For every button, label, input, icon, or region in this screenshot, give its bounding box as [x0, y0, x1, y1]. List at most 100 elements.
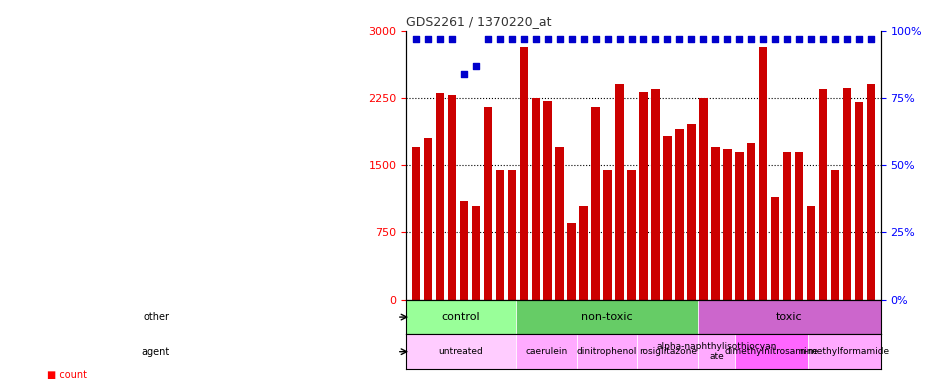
Bar — [698, 98, 707, 300]
Point — [719, 36, 734, 42]
Point — [588, 36, 603, 42]
Point — [480, 36, 495, 42]
Text: dimethylnitrosamine: dimethylnitrosamine — [724, 347, 817, 356]
Bar — [507, 170, 516, 300]
Bar — [770, 197, 779, 300]
Bar — [866, 84, 874, 300]
Bar — [638, 91, 647, 300]
Point — [563, 36, 578, 42]
Point — [743, 36, 758, 42]
Text: other: other — [143, 312, 169, 322]
Text: ■ count: ■ count — [47, 370, 87, 380]
Text: untreated: untreated — [438, 347, 483, 356]
Point — [839, 36, 854, 42]
Bar — [830, 170, 839, 300]
Point — [659, 36, 674, 42]
Point — [803, 36, 818, 42]
Point — [420, 36, 435, 42]
Point — [611, 36, 626, 42]
Bar — [686, 124, 695, 300]
Bar — [423, 138, 431, 300]
Bar — [627, 170, 635, 300]
Bar — [758, 47, 767, 300]
Point — [516, 36, 531, 42]
Point — [707, 36, 722, 42]
Bar — [723, 149, 731, 300]
Bar — [543, 101, 551, 300]
Bar — [746, 143, 754, 300]
Text: caerulein: caerulein — [524, 347, 566, 356]
Bar — [576, 334, 636, 369]
Bar — [663, 136, 671, 300]
Point — [539, 36, 554, 42]
Bar — [782, 152, 791, 300]
Point — [636, 36, 651, 42]
Point — [599, 36, 614, 42]
Point — [779, 36, 794, 42]
Bar — [651, 89, 659, 300]
Bar — [460, 201, 467, 300]
Bar — [806, 205, 814, 300]
Bar — [406, 334, 515, 369]
Point — [504, 36, 519, 42]
Point — [863, 36, 878, 42]
Text: alpha-naphthylisothiocyan
ate: alpha-naphthylisothiocyan ate — [655, 342, 776, 361]
Bar — [854, 103, 862, 300]
Text: toxic: toxic — [775, 312, 802, 322]
Bar — [483, 107, 491, 300]
Bar — [515, 300, 697, 334]
Point — [648, 36, 663, 42]
Text: non-toxic: non-toxic — [580, 312, 632, 322]
Bar — [411, 147, 419, 300]
Point — [576, 36, 591, 42]
Bar — [636, 334, 697, 369]
Text: GDS2261 / 1370220_at: GDS2261 / 1370220_at — [406, 15, 551, 28]
Bar — [615, 84, 623, 300]
Bar — [495, 170, 504, 300]
Point — [695, 36, 710, 42]
Point — [767, 36, 782, 42]
Bar — [735, 152, 742, 300]
Point — [528, 36, 543, 42]
Bar — [697, 334, 734, 369]
Point — [431, 36, 446, 42]
Bar — [578, 205, 587, 300]
Bar — [471, 205, 479, 300]
Bar — [734, 334, 807, 369]
Point — [623, 36, 638, 42]
Point — [683, 36, 698, 42]
Bar — [447, 95, 456, 300]
Bar — [603, 170, 611, 300]
Point — [551, 36, 566, 42]
Bar — [515, 334, 576, 369]
Bar — [697, 300, 880, 334]
Bar — [591, 107, 599, 300]
Bar — [555, 147, 563, 300]
Bar — [519, 47, 527, 300]
Point — [791, 36, 806, 42]
Point — [851, 36, 866, 42]
Bar — [842, 88, 851, 300]
Text: n-methylformamide: n-methylformamide — [798, 347, 888, 356]
Point — [468, 63, 483, 69]
Bar — [531, 98, 539, 300]
Bar — [435, 93, 444, 300]
Point — [731, 36, 746, 42]
Text: dinitrophenol: dinitrophenol — [577, 347, 636, 356]
Point — [815, 36, 830, 42]
Text: control: control — [441, 312, 480, 322]
Point — [456, 71, 471, 77]
Bar — [406, 300, 515, 334]
Bar — [567, 223, 576, 300]
Point — [671, 36, 686, 42]
Text: agent: agent — [140, 347, 169, 357]
Point — [755, 36, 770, 42]
Bar — [794, 152, 802, 300]
Point — [491, 36, 506, 42]
Point — [408, 36, 423, 42]
Bar — [675, 129, 683, 300]
Bar — [818, 89, 826, 300]
Bar — [710, 147, 719, 300]
Text: rosiglitazone: rosiglitazone — [638, 347, 696, 356]
Point — [826, 36, 841, 42]
